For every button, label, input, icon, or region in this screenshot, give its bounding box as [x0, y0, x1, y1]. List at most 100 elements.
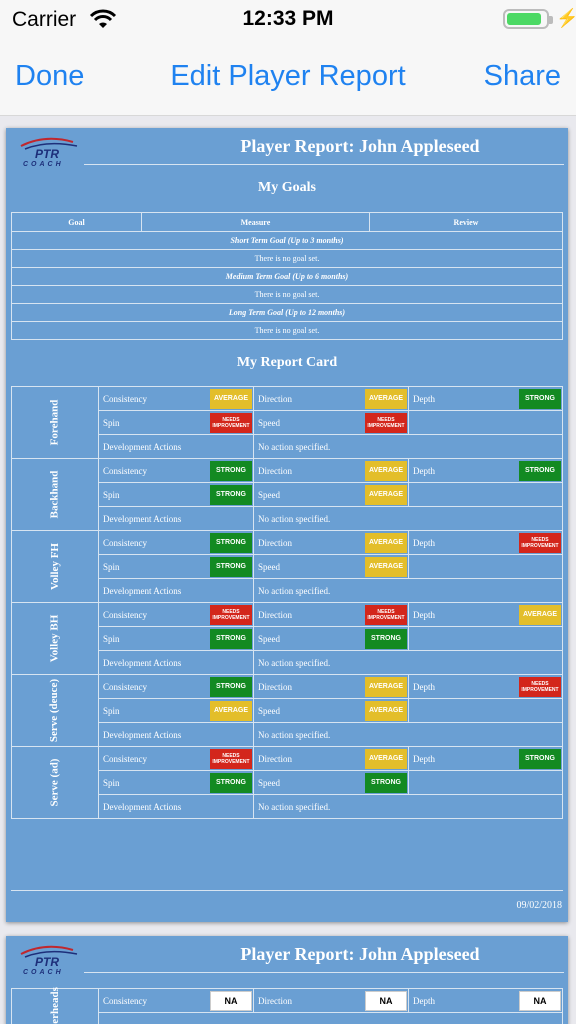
rating-badge: STRONG	[365, 773, 407, 793]
rating-cell: Spin NEEDS IMPROVEMENT	[98, 410, 254, 435]
report-card-table: Forehand Consistency AVERAGE Direction AVERA…	[11, 386, 563, 819]
rating-cell: Depth NEEDS IMPROVEMENT	[408, 530, 563, 555]
category-label: Serve (deuce)	[48, 678, 61, 743]
rating-badge: NEEDS IMPROVEMENT	[519, 677, 561, 697]
rating-label: Speed	[258, 705, 280, 716]
svg-text:PTR: PTR	[35, 147, 59, 161]
rating-label: Direction	[258, 753, 292, 764]
rating-label: Direction	[258, 465, 292, 476]
rating-badge: NEEDS IMPROVEMENT	[365, 413, 407, 433]
share-button[interactable]: Share	[483, 60, 561, 92]
footer-rule	[11, 890, 563, 891]
rating-cell: Consistency NEEDS IMPROVEMENT	[98, 602, 254, 627]
rating-cell: Spin STRONG	[98, 770, 254, 795]
rating-cell: Direction AVERAGE	[253, 530, 409, 555]
rating-badge: STRONG	[210, 533, 252, 553]
rating-badge: AVERAGE	[210, 389, 252, 409]
category-cell: Backhand	[11, 458, 99, 531]
report-card-heading: My Report Card	[236, 355, 338, 370]
rating-cell: Depth NEEDS IMPROVEMENT	[408, 674, 563, 699]
rating-cell: Consistency NA	[98, 988, 254, 1013]
category-label: Volley FH	[48, 543, 61, 590]
rating-label: Depth	[413, 537, 435, 548]
report-preview-scroll[interactable]: PTR COACH Player Report: John Appleseed …	[0, 116, 576, 1024]
rating-badge: NA	[210, 991, 252, 1011]
report-page-2: PTR COACH Player Report: John Appleseed …	[6, 936, 568, 1024]
rating-label: Spin	[103, 777, 120, 788]
report-date: 09/02/2018	[516, 900, 562, 911]
rating-badge: AVERAGE	[365, 485, 407, 505]
rating-label: Spin	[103, 561, 120, 572]
rating-label: Spin	[103, 417, 120, 428]
category-cell: Volley BH	[11, 602, 99, 675]
goal-text: There is no goal set.	[11, 285, 563, 304]
rating-label: Spin	[103, 633, 120, 644]
measure-column-header: Measure	[140, 212, 370, 232]
goals-heading: My Goals	[258, 180, 316, 195]
wifi-icon	[89, 9, 117, 28]
carrier-label: Carrier	[12, 8, 77, 31]
rating-label: Consistency	[103, 681, 147, 692]
title-rule	[84, 972, 564, 973]
category-label: Volley BH	[48, 614, 61, 663]
rating-badge: NEEDS IMPROVEMENT	[519, 533, 561, 553]
category-label: Serve (ad)	[48, 758, 61, 807]
empty-cell	[408, 410, 563, 435]
rating-label: Development Actions	[103, 801, 182, 812]
rating-label: Depth	[413, 393, 435, 404]
rating-badge: NEEDS IMPROVEMENT	[210, 749, 252, 769]
rating-badge: AVERAGE	[365, 677, 407, 697]
development-actions-text: No action specified.	[253, 578, 563, 603]
goal-text: There is no goal set.	[11, 249, 563, 268]
rating-label: Depth	[413, 465, 435, 476]
category-cell: Serve (deuce)	[11, 674, 99, 747]
rating-cell: Speed AVERAGE	[253, 554, 409, 579]
development-actions-text: No action specified.	[253, 794, 563, 819]
rating-badge: NEEDS IMPROVEMENT	[210, 605, 252, 625]
rating-cell: Direction NA	[253, 988, 409, 1013]
svg-text:COACH: COACH	[23, 161, 64, 168]
done-button[interactable]: Done	[15, 60, 85, 92]
rating-cell: Spin STRONG	[98, 626, 254, 651]
rating-cell: Depth NA	[408, 988, 563, 1013]
rating-badge: NA	[519, 991, 561, 1011]
rating-badge: STRONG	[365, 629, 407, 649]
rating-cell: Speed AVERAGE	[253, 482, 409, 507]
empty-cell	[408, 698, 563, 723]
ptr-coach-logo: PTR COACH	[20, 945, 78, 976]
goal-text: There is no goal set.	[11, 321, 563, 340]
rating-badge: NEEDS IMPROVEMENT	[210, 413, 252, 433]
rating-badge: STRONG	[210, 629, 252, 649]
rating-label: Speed	[258, 417, 280, 428]
rating-badge: STRONG	[519, 749, 561, 769]
rating-label: Speed	[258, 633, 280, 644]
development-actions-text: No action specified.	[253, 650, 563, 675]
goal-column-header: Goal	[11, 212, 142, 232]
rating-label: Speed	[258, 777, 280, 788]
rating-cell: Consistency STRONG	[98, 458, 254, 483]
rating-label: Direction	[258, 681, 292, 692]
report-card-table-2: Overheads Consistency NA Direction NA Dept…	[11, 987, 563, 1024]
empty-cell	[408, 554, 563, 579]
rating-label: Development Actions	[103, 657, 182, 668]
goals-table: Goal Measure Review Short Term Goal (Up …	[11, 212, 564, 340]
rating-label: Direction	[258, 609, 292, 620]
rating-label: Consistency	[103, 465, 147, 476]
rating-label: Direction	[258, 537, 292, 548]
rating-cell: Development Actions	[98, 506, 254, 531]
category-cell: Overheads	[11, 987, 99, 1024]
rating-label: Consistency	[103, 609, 147, 620]
rating-label: Direction	[258, 995, 292, 1006]
status-bar: Carrier 12:33 PM ⚡	[0, 0, 576, 40]
development-actions-text: No action specified.	[253, 434, 563, 459]
report-title: Player Report: John Appleseed	[240, 136, 480, 156]
rating-cell: Direction AVERAGE	[253, 746, 409, 771]
rating-badge: AVERAGE	[210, 701, 252, 721]
rating-label: Development Actions	[103, 729, 182, 740]
rating-label: Spin	[103, 489, 120, 500]
rating-label: Depth	[413, 609, 435, 620]
rating-cell: Depth STRONG	[408, 386, 563, 411]
category-label: Forehand	[48, 399, 61, 446]
rating-badge: AVERAGE	[365, 389, 407, 409]
rating-cell: Spin STRONG	[98, 554, 254, 579]
